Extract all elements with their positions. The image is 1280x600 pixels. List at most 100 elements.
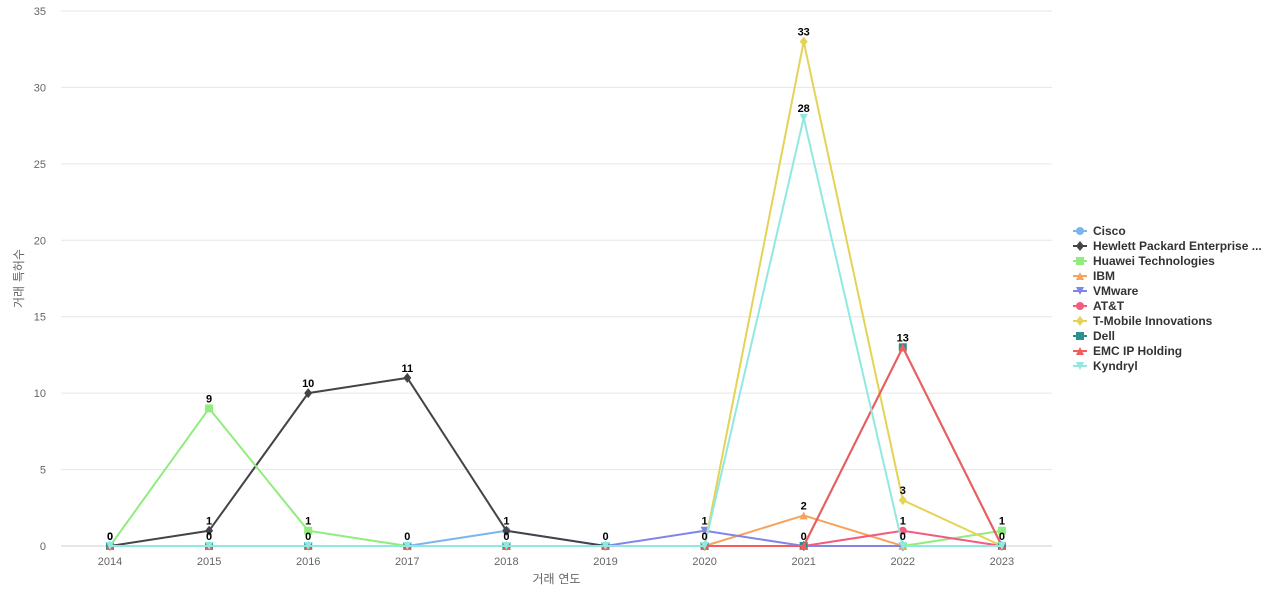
legend-marker [1076,241,1084,251]
legend-label: Kyndryl [1093,359,1138,373]
legend-item[interactable]: T-Mobile Innovations [1073,314,1213,328]
legend-item[interactable]: VMware [1073,284,1139,298]
legend-item[interactable]: AT&T [1073,299,1125,313]
legend-marker [1076,302,1084,310]
series-2 [106,404,1006,550]
data-label: 1 [999,516,1005,528]
data-point [106,542,114,550]
data-label: 3 [900,485,906,497]
legend-label: VMware [1093,284,1139,298]
y-tick-label: 35 [34,6,46,18]
data-label: 0 [107,531,113,543]
x-tick-label: 2022 [891,556,915,568]
legend-label: Cisco [1093,224,1126,238]
x-tick-label: 2021 [791,556,815,568]
legend-marker [1076,257,1084,265]
x-tick-label: 2014 [98,556,122,568]
series-line [110,514,1002,547]
data-label: 1 [702,516,708,528]
legend-item[interactable]: Cisco [1073,224,1126,238]
data-point [898,526,907,535]
data-point [997,542,1006,550]
x-tick-label: 2020 [692,556,716,568]
data-point [799,114,808,122]
data-point [700,542,709,550]
data-point [205,404,214,413]
data-label: 0 [801,531,807,543]
legend-marker [1076,362,1084,370]
series-6 [106,36,1006,551]
x-tick-label: 2015 [197,556,221,568]
data-point [403,372,412,383]
data-point [700,526,709,535]
series-1 [106,372,1006,551]
legend-marker [1076,316,1084,326]
legend-label: EMC IP Holding [1093,344,1182,358]
data-point [898,495,907,506]
data-point [898,542,907,550]
series-line [109,376,1002,547]
data-label: 0 [503,531,509,543]
legend-marker [1076,332,1084,340]
data-label: 13 [897,332,909,344]
grid-lines [61,10,1052,547]
data-label: 11 [401,363,413,375]
series-line [110,40,1003,547]
legend-label: Hewlett Packard Enterprise ... [1093,239,1262,253]
data-label: 1 [900,516,906,528]
x-tick-label: 2023 [990,556,1014,568]
x-tick-label: 2016 [296,556,320,568]
y-tick-label: 10 [34,388,46,400]
legend-label: IBM [1093,269,1115,283]
data-point [799,36,808,47]
legend-marker [1076,227,1084,235]
data-label: 0 [305,531,311,543]
legend-item[interactable]: Dell [1073,329,1115,343]
data-point [403,542,412,550]
legend-item[interactable]: Huawei Technologies [1073,254,1215,268]
y-tick-label: 25 [34,159,46,171]
data-point [304,388,313,399]
data-point [502,525,511,536]
x-tick-label: 2019 [593,556,617,568]
data-label: 1 [206,516,212,528]
data-label: 0 [404,531,410,543]
data-label: 0 [900,531,906,543]
data-label: 0 [702,531,708,543]
data-point [799,511,808,520]
legend-marker [1076,272,1084,280]
y-tick-label: 30 [34,82,46,94]
data-point [304,526,313,535]
legend-item[interactable]: IBM [1073,269,1115,283]
y-tick-label: 0 [40,541,46,553]
legend-label: Dell [1093,329,1115,343]
series-3 [106,511,1006,550]
series-line [110,117,1002,547]
data-label: 1 [503,516,509,528]
data-point [205,525,214,536]
legend-item[interactable]: Hewlett Packard Enterprise ... [1073,239,1262,253]
legend-label: Huawei Technologies [1093,254,1215,268]
data-point [304,542,313,550]
data-point [898,343,907,352]
x-tick-label: 2017 [395,556,419,568]
data-label: 1 [305,516,311,528]
data-label: 0 [206,531,212,543]
data-point [997,526,1006,535]
legend-label: T-Mobile Innovations [1093,314,1213,328]
legend-label: AT&T [1093,299,1125,313]
series-9 [106,114,1006,550]
data-label: 0 [999,531,1005,543]
legend-marker [1076,347,1084,355]
series-line [110,346,1003,547]
series-line [109,407,1003,547]
data-label: 0 [602,531,608,543]
legend-item[interactable]: Kyndryl [1073,359,1138,373]
legend-item[interactable]: EMC IP Holding [1073,344,1182,358]
series-line [110,346,1003,547]
data-label: 10 [302,378,314,390]
